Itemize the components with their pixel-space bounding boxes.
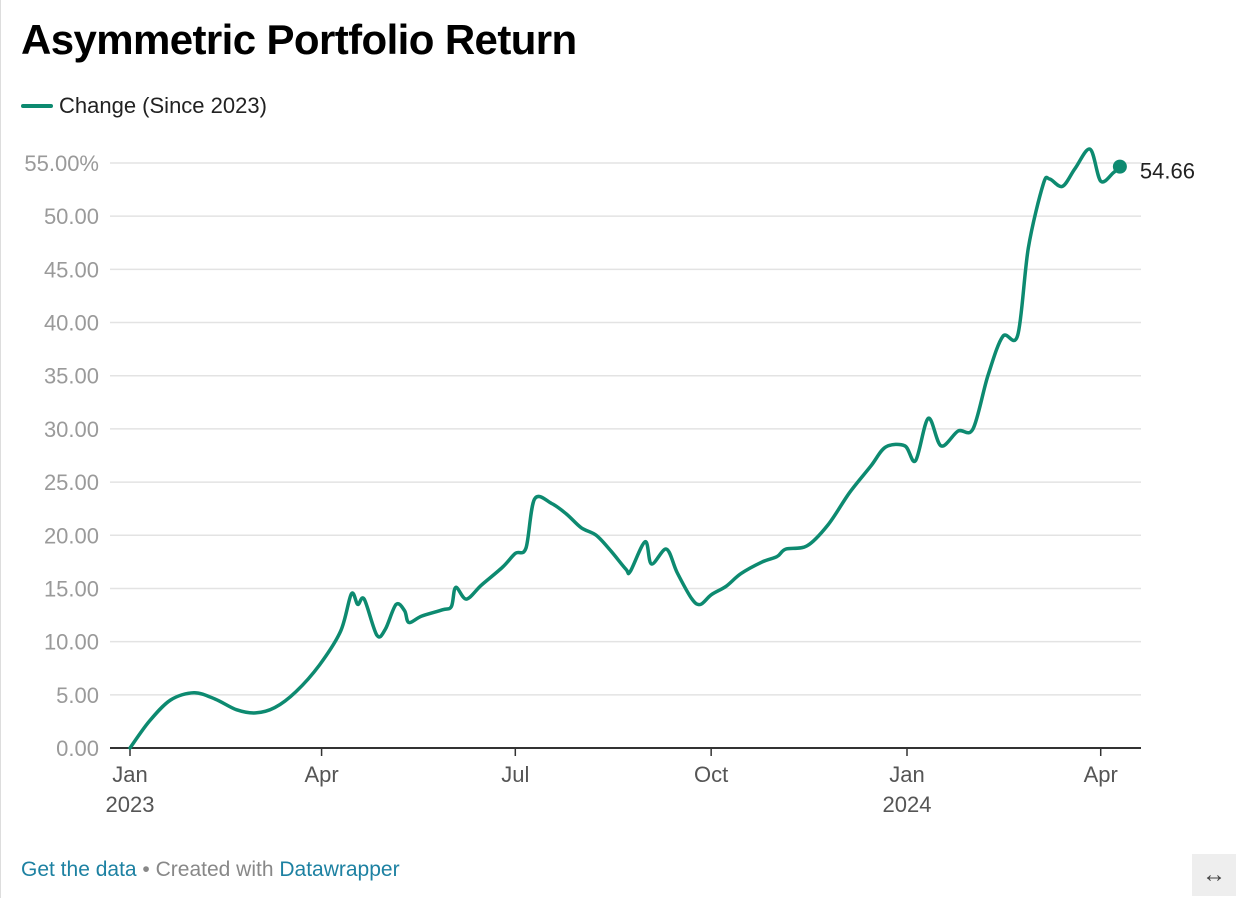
y-tick-label: 5.00 — [56, 683, 99, 708]
x-tick-label: Jul — [501, 762, 529, 787]
y-tick-label: 15.00 — [44, 576, 99, 601]
footer-created-with: • Created with — [136, 858, 280, 881]
horizontal-arrows-icon: ↔ — [1202, 861, 1226, 888]
x-tick-year-label: 2023 — [106, 792, 155, 817]
y-tick-label: 25.00 — [44, 470, 99, 495]
x-tick-label: Jan — [889, 762, 924, 787]
x-tick-label: Jan — [112, 762, 147, 787]
chart-footer: Get the data • Created with Datawrapper — [21, 858, 400, 882]
resize-toggle-button[interactable]: ↔ — [1192, 854, 1236, 896]
series-end-value-label: 54.66 — [1140, 159, 1195, 184]
y-tick-label: 20.00 — [44, 523, 99, 548]
y-tick-label: 40.00 — [44, 311, 99, 336]
legend-line-swatch — [21, 104, 53, 108]
y-tick-label: 35.00 — [44, 364, 99, 389]
x-axis-tick-labels: Jan 2023 Apr Jul Oct Jan 2024 Apr — [106, 748, 1118, 817]
y-tick-label: 0.00 — [56, 736, 99, 761]
chart-legend: Change (Since 2023) — [21, 93, 267, 119]
x-tick-label: Apr — [304, 762, 338, 787]
get-data-link[interactable]: Get the data — [21, 858, 137, 881]
y-tick-label: 55.00% — [24, 151, 99, 176]
y-axis-tick-labels: 55.00% 50.00 45.00 40.00 35.00 30.00 25.00 20.0… — [24, 151, 99, 761]
datawrapper-link[interactable]: Datawrapper — [279, 858, 400, 881]
x-tick-label: Apr — [1084, 762, 1118, 787]
x-tick-year-label: 2024 — [883, 792, 932, 817]
legend-series-label: Change (Since 2023) — [59, 93, 267, 118]
series-line-change — [128, 147, 1122, 750]
x-tick-label: Oct — [694, 762, 728, 787]
chart-title: Asymmetric Portfolio Return — [21, 16, 577, 63]
page-left-border — [0, 0, 1, 898]
gridlines — [110, 162, 1141, 696]
series-end-point — [1112, 159, 1127, 174]
y-tick-label: 50.00 — [44, 204, 99, 229]
y-tick-label: 45.00 — [44, 257, 99, 282]
y-tick-label: 30.00 — [44, 417, 99, 442]
y-tick-label: 10.00 — [44, 630, 99, 655]
